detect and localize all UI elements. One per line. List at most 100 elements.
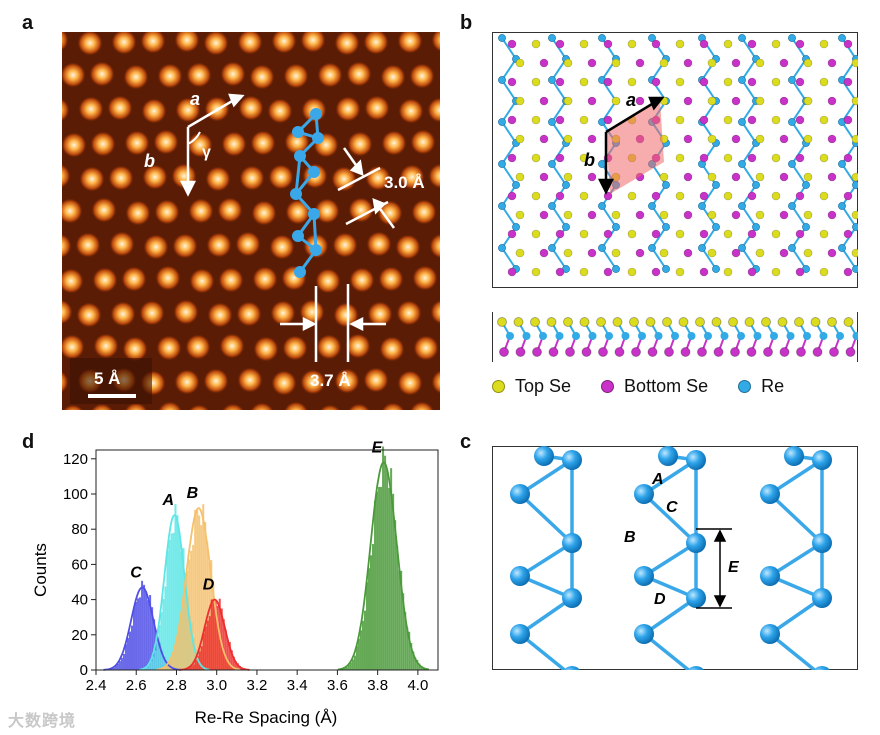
spacing-marker-3-0 [337, 147, 396, 229]
histogram-bar-e [384, 455, 387, 670]
stm-spot [381, 130, 407, 156]
histogram-bar-d [228, 642, 231, 670]
histogram-bar-e [345, 667, 348, 670]
histogram-bar-a [178, 531, 181, 670]
se-atom [555, 267, 565, 277]
histogram-bar-e [365, 582, 368, 670]
se-atom [675, 191, 685, 201]
histogram-bar-b [161, 668, 164, 670]
histogram-bar-d [202, 633, 205, 670]
side-top-se [711, 317, 722, 327]
se-atom [531, 115, 541, 125]
se-atom [699, 115, 709, 125]
se-atom [755, 96, 765, 106]
histogram-bar-d [214, 600, 217, 670]
se-atom [843, 115, 853, 125]
bond-label-c: C [666, 499, 678, 516]
se-atom [507, 229, 517, 239]
se-atom [755, 172, 765, 182]
se-atom [603, 267, 613, 277]
stm-spot [62, 334, 85, 360]
re-atom [662, 265, 670, 273]
stm-spot [205, 166, 231, 192]
stm-spot [431, 32, 440, 53]
stm-spot [250, 130, 276, 156]
se-atom [675, 229, 685, 239]
se-atom [515, 58, 525, 68]
bond-label-d: D [654, 591, 666, 608]
se-atom [819, 267, 829, 277]
se-atom [659, 58, 669, 68]
histogram-bar-a [156, 636, 159, 670]
se-atom [851, 248, 858, 258]
stm-spot [270, 300, 296, 326]
re-atom [738, 34, 746, 42]
side-bottom-se [532, 347, 542, 357]
stm-spot [431, 369, 440, 395]
histogram-bar-b [170, 659, 173, 670]
stm-spot [364, 95, 390, 121]
scalebar-label: 5 Å [94, 369, 120, 388]
side-re [704, 332, 712, 340]
histogram-bar-e [418, 663, 421, 670]
histogram-bar-e [374, 500, 377, 670]
re-atom [648, 202, 656, 210]
se-atom [851, 96, 858, 106]
fit-curve-d [179, 598, 250, 671]
se-atom [747, 267, 757, 277]
stm-spot [346, 61, 372, 87]
re-bond [769, 596, 823, 636]
re-atom [788, 76, 796, 84]
histogram-bar-b [206, 541, 209, 670]
stm-spot [367, 301, 393, 327]
re-ball [634, 566, 654, 586]
re-ball [510, 566, 530, 586]
se-atom [771, 229, 781, 239]
side-bottom-se [631, 347, 641, 357]
stm-spot [77, 32, 103, 56]
se-atom [507, 191, 517, 201]
stm-spot [109, 231, 135, 257]
x-axis-label: Re-Re Spacing (Å) [195, 708, 338, 727]
fit-curve-e [337, 461, 430, 671]
se-atom [723, 39, 733, 49]
legend-top-se-marker [492, 380, 505, 393]
se-atom [747, 77, 757, 87]
se-atom [539, 58, 549, 68]
stm-spot [251, 200, 277, 226]
stm-spot [187, 132, 213, 158]
re-atom [512, 181, 520, 189]
se-atom [699, 39, 709, 49]
stm-spot [91, 197, 117, 223]
side-top-se [728, 317, 738, 327]
histogram-bar-d [234, 661, 237, 670]
stm-spot [173, 299, 199, 325]
re-ball [760, 624, 780, 644]
side-top-se [761, 317, 771, 327]
histogram-bar-c [141, 580, 144, 670]
se-atom [531, 229, 541, 239]
se-atom [683, 210, 693, 220]
stm-spot [314, 198, 340, 224]
x-tick-label: 4.0 [407, 677, 428, 694]
se-atom [555, 229, 565, 239]
histogram-bar-a [148, 664, 151, 670]
histogram-bar-c [137, 598, 140, 670]
stm-spot [219, 333, 245, 359]
side-re [539, 332, 547, 340]
se-atom [851, 58, 858, 68]
se-atom [579, 115, 589, 125]
se-atom [611, 210, 621, 220]
se-atom [563, 134, 573, 144]
histogram-bar-e [410, 643, 413, 670]
stm-spot [380, 64, 406, 90]
se-atom [587, 248, 597, 258]
re-atom [612, 223, 620, 231]
se-atom [587, 210, 597, 220]
stm-spot [141, 98, 167, 124]
histogram-bar-e [347, 664, 350, 670]
stm-spot [363, 32, 389, 55]
histogram-chart: C A B D E 2.4 2.6 2.8 3.0 3.2 3.4 3.6 3.8 4.0 0 20 40 60 8… [31, 440, 439, 727]
se-atom [683, 134, 693, 144]
stm-spot [217, 197, 243, 223]
